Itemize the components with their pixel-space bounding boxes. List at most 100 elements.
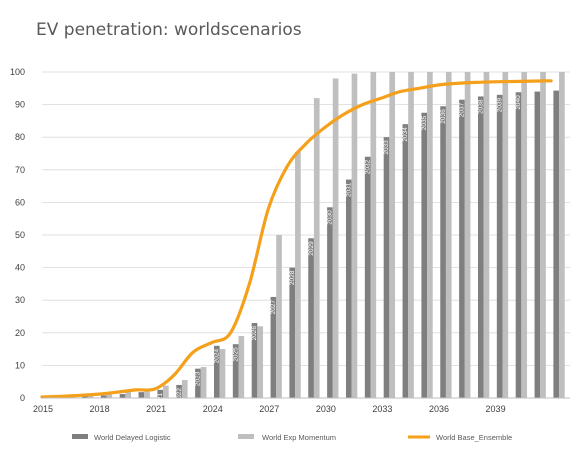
bar-delayed-logistic [534,91,541,398]
bar-delayed-logistic [421,112,428,398]
bar-delayed-logistic [477,96,484,398]
bar-exp-momentum [313,98,320,398]
line-base-ensemble [40,79,553,399]
bar-exp-momentum [238,336,245,398]
legend-swatch [238,434,254,439]
bar-exp-momentum [483,72,490,398]
x-tick-label: 2015 [33,404,53,414]
bar-delayed-logistic [402,124,409,398]
x-tick-label: 2033 [372,404,392,414]
bar-layer [44,72,565,399]
bar-data-label: 2040 [515,95,522,110]
x-tick-label: 2030 [316,404,336,414]
bar-exp-momentum [219,349,226,398]
bar-data-label: 2029 [308,241,315,256]
bar-delayed-logistic [270,296,277,398]
bar-data-label: 2034 [402,127,409,142]
bar-delayed-logistic [364,156,371,398]
bar-exp-momentum [332,78,339,399]
bar-data-label: 2027 [270,300,277,315]
bar-exp-momentum [559,72,565,398]
bar-exp-momentum [200,367,207,398]
bar-delayed-logistic [100,395,107,398]
bar-data-label: 2032 [364,159,371,174]
y-tick-label: 100 [10,67,25,77]
bar-delayed-logistic [213,345,220,398]
bar-delayed-logistic [138,392,145,398]
bar-exp-momentum [163,385,169,398]
bar-exp-momentum [370,72,377,398]
bar-exp-momentum [445,72,452,398]
bar-exp-momentum [276,235,282,398]
y-tick-label: 10 [15,360,25,370]
bar-data-label: 2023 [195,371,202,386]
bar-delayed-logistic [515,92,522,398]
bar-exp-momentum [87,395,94,398]
bar-delayed-logistic [459,99,465,399]
bar-exp-momentum [257,326,264,398]
bar-data-label: 2026 [251,326,258,341]
legend-label: World Exp Momentum [262,433,336,442]
bar-exp-momentum [295,151,301,398]
legend-layer: World Delayed Logistic World Exp Momentum… [72,433,512,442]
bar-delayed-logistic [195,368,201,398]
bar-label-layer: 2021 2022 2023 2024 2025 2026 2027 2028 2029 2030… [157,95,522,407]
bar-delayed-logistic [440,106,446,398]
y-tick-label: 20 [15,328,25,338]
bar-delayed-logistic [553,90,560,398]
y-tick-label: 90 [15,100,25,110]
x-tick-label: 2021 [146,404,166,414]
chart-title: EV penetration: worldscenarios [36,20,302,40]
x-tick-label: 2027 [259,404,279,414]
bar-data-label: 2035 [421,115,428,130]
bar-delayed-logistic [345,179,352,398]
bar-exp-momentum [389,72,396,398]
bar-exp-momentum [502,72,509,398]
y-tick-label: 0 [20,393,25,403]
bar-exp-momentum [144,388,150,398]
bar-delayed-logistic [157,389,164,398]
legend-label: World Delayed Logistic [94,433,171,442]
bar-data-label: 2025 [232,347,239,362]
bar-exp-momentum [181,380,188,398]
y-tick-label: 70 [15,165,25,175]
bar-data-label: 2037 [459,102,466,117]
bar-delayed-logistic [119,394,126,398]
bar-delayed-logistic [327,207,333,398]
bar-delayed-logistic [289,267,296,398]
bar-exp-momentum [125,391,132,398]
bar-data-label: 2033 [383,140,390,155]
legend-swatch [72,434,88,439]
x-tick-label: 2036 [429,404,449,414]
bar-data-label: 2038 [478,99,485,114]
bar-data-label: 2031 [346,182,353,197]
bar-exp-momentum [106,394,113,398]
y-tick-label: 40 [15,263,25,273]
bar-delayed-logistic [496,94,503,398]
bar-delayed-logistic [383,137,390,398]
bar-data-label: 2030 [327,210,334,225]
bar-exp-momentum [351,73,358,398]
x-tick-label: 2039 [486,404,506,414]
bar-delayed-logistic [81,396,88,398]
legend-label: World Base_Ensemble [436,433,512,442]
bar-delayed-logistic [251,323,258,398]
y-tick-label: 60 [15,197,25,207]
bar-data-label: 2022 [176,388,183,403]
bar-data-label: 2021 [157,392,164,407]
bar-exp-momentum [408,72,414,398]
line-layer [40,79,553,399]
bar-exp-momentum [521,72,528,398]
bar-exp-momentum [464,72,471,398]
bar-delayed-logistic [176,384,182,398]
y-tick-label: 80 [15,132,25,142]
y-tick-label: 50 [15,230,25,240]
bar-data-label: 2036 [440,109,447,124]
bar-delayed-logistic [308,238,314,398]
bar-exp-momentum [427,72,433,398]
bar-exp-momentum [540,72,546,398]
x-tick-label: 2024 [203,404,223,414]
bar-delayed-logistic [232,344,239,398]
